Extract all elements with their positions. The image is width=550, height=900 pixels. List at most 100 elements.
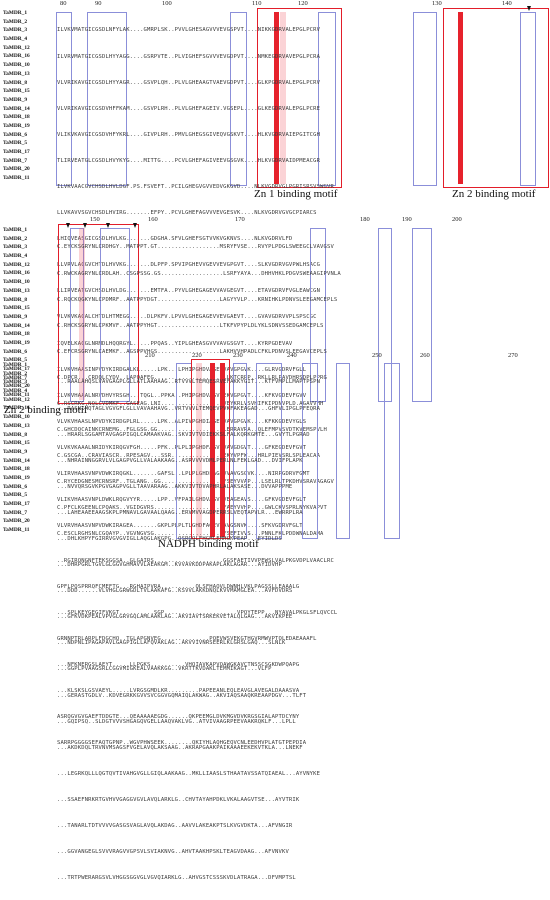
conserved-column — [458, 12, 463, 184]
ruler-tick: 120 — [298, 0, 308, 7]
seq-name: TaMDR_5 — [3, 140, 28, 147]
seq-name: TaMDR_16 — [3, 405, 30, 412]
conservation-box — [520, 12, 536, 186]
position-ruler-3: 210 220 230 240 250 260 270 — [0, 352, 550, 362]
seq-row: C.RQCKQGKYNLCPDMRF..AATPPYDGT...........… — [57, 296, 338, 303]
seq-name: TaMDR_13 — [3, 422, 30, 429]
conservation-box — [384, 363, 400, 539]
position-ruler-1: 80 90 100 110 120 130 140 — [0, 0, 550, 10]
conserved-column — [220, 363, 225, 537]
seq-row: ILVKVHAAALNRVDHVYRSGH...TQGL..PPKA..PHIP… — [57, 392, 307, 399]
seq-row: VLVRVHAASVNPVDWKIRAGEA.......GKPLPLPLTLG… — [57, 523, 303, 530]
ruler-tick: 190 — [402, 216, 412, 223]
seq-name: TaMDR_20 — [3, 518, 30, 525]
seq-row: VLVKVKACALCHTDLHTMEGG.....DLPKFV.LPVVLGH… — [57, 314, 317, 321]
seq-name: TaMDR_14 — [3, 105, 30, 112]
seq-name: TaMDR_8 — [3, 296, 28, 303]
seq-name: TaMDR_18 — [3, 466, 30, 473]
seq-row: LLVKAVVSGVCHSDLHVIRG.......EFPY..PCVLGHE… — [57, 210, 317, 217]
seq-name: TaMDR_17 — [3, 149, 30, 155]
marker-triangle — [83, 223, 87, 228]
ruler-tick: 240 — [287, 352, 297, 359]
seq-name: TaMDR_7 — [3, 157, 28, 164]
seq-row: VLVRIKAVGICGSDLHYYAGR....GSVPLQH..PLVLGH… — [57, 79, 321, 86]
seq-name: TaMDR_11 — [3, 527, 30, 534]
seq-row: VLVKVKAAALNRIDYKIRQGVFGH.....PFK..PLPLIP… — [57, 444, 307, 451]
seq-row: ...DDD......VLVHGLGRWGDLTVLAAKAFG..KSVVL… — [57, 588, 293, 595]
seq-row: ...HRARLSGGAMTAVGAGPIGQLCAMAAKVAG..SKVIV… — [57, 431, 310, 438]
seq-name: TaMDR_11 — [3, 392, 30, 399]
conservation-box — [230, 12, 247, 186]
seq-row: C.RSCRKG.NQLCVDMKF..GASEAG.LNI..........… — [57, 400, 324, 407]
sequence-names-3: TaMDR_1 TaMDR_2 TaMDR_3 TaMDR_4 TaMDR_12… — [3, 361, 30, 535]
seq-name: TaMDR_1 — [3, 10, 28, 16]
seq-row: VLIKVKAVGICGSDVHFYKRL....GIVPLRH..PMVLGH… — [57, 131, 321, 138]
ruler-tick: 110 — [252, 0, 262, 7]
position-ruler-2: 150 160 170 180 190 200 — [0, 216, 550, 226]
conserved-column — [274, 12, 279, 184]
seq-row: ...AKDKDQLTRVNVMSAGSFVGELAVQLAKSAAG..AKR… — [57, 744, 303, 751]
seq-name: TaMDR_9 — [3, 96, 28, 103]
zn2-motif-box-b — [58, 224, 139, 404]
seq-name: TaMDR_10 — [3, 279, 30, 286]
zn2-motif-box-a — [443, 8, 549, 188]
seq-row: ...DHRPGRLTGVLGLGGVGHMAVVLAEAKGM..KVVAVK… — [57, 562, 282, 569]
seq-name: TaMDR_8 — [3, 431, 28, 438]
seq-name: TaMDR_16 — [3, 53, 30, 60]
seq-row: C.GSCGA..CRAVIASCR..RPESAGV...SSR.......… — [57, 453, 321, 460]
conservation-box — [413, 12, 437, 186]
seq-row: C.EFCRSGRYNLCAEMKF..AGSPPVHGS...........… — [57, 348, 327, 355]
seq-name: TaMDR_10 — [3, 62, 30, 69]
similar-column — [280, 12, 286, 184]
ruler-tick: 200 — [452, 216, 462, 223]
seq-row: LLVRVLACGVCHTDLHVVKG.......DLPFP.SPVIPGH… — [57, 262, 321, 269]
seq-name: TaMDR_17 — [3, 366, 30, 372]
seq-name: TaMDR_17 — [3, 501, 30, 507]
seq-row: ...RASNIHQTAGLVGVGFLGLLVAVAAHAVG..VRTVVV… — [57, 405, 321, 412]
ruler-tick: 210 — [145, 352, 155, 359]
seq-name: TaMDR_3 — [3, 379, 28, 386]
ruler-tick: 220 — [192, 352, 202, 359]
alignment-block-3: 210 220 230 240 250 260 270 TaMDR_1 TaMD… — [0, 352, 550, 881]
zn2-motif-label-cont: Zn 2 binding motif — [4, 404, 88, 416]
ruler-tick: 100 — [162, 0, 172, 7]
seq-name: TaMDR_4 — [3, 36, 28, 43]
seq-row: IQVELKACGLNRMDLHQQRGYL.....PPQAS..YIPLGH… — [57, 340, 293, 347]
marker-triangle — [527, 6, 531, 11]
ruler-tick: 80 — [60, 0, 67, 7]
conservation-box — [233, 363, 247, 539]
seq-row: C.RHCKSGRYNLCPKMVF..AATPPYHGT...........… — [57, 322, 324, 329]
seq-name: TaMDR_19 — [3, 339, 30, 346]
conservation-box — [318, 12, 336, 186]
seq-row: ...GQIPSQ..SLDGTVVVSHGAGQVGELLAAQVAKLVG.… — [57, 718, 296, 725]
seq-row: ...LEGRKQLLLQGTQVTIVAHGVGLLGIQLAAKAAG..M… — [57, 770, 321, 777]
seq-row: LLIRVEATGVCHSDLHVLDG.......EMTFA..PYVLGH… — [57, 288, 321, 295]
seq-row: ...RAALAHQSLVAVGAGPLGLLATLAAHAAG..RTVVVL… — [57, 379, 321, 386]
seq-row: TLIRVEATGLCGSDLHVYKYG....MITTG....PCVLGH… — [57, 157, 321, 164]
seq-row: ...NHRAINNGGRVLVLGAGPVGLLVALAAKAAG..ASRV… — [57, 457, 303, 464]
conservation-box — [100, 228, 130, 402]
seq-row: ...GERASTGDLV..KDVEGRKKGVVSVCGGVGQMAIQLA… — [57, 692, 307, 699]
ruler-tick: 270 — [508, 352, 518, 359]
seq-name: TaMDR_6 — [3, 348, 28, 355]
conservation-box — [336, 363, 350, 539]
conservation-box — [412, 228, 432, 402]
seq-row: ...GFKVDKPEALVPVGLGRVGQLAMLAAKLAG..AKVIA… — [57, 614, 293, 621]
ruler-tick: 160 — [148, 216, 158, 223]
seq-row: ...NVVQRSGVKPGVGAGPVGLLTAAVARAAG..AKKVIV… — [57, 483, 293, 490]
seq-name: TaMDR_2 — [3, 370, 28, 377]
seq-name: TaMDR_1 — [3, 362, 28, 368]
seq-name: TaMDR_12 — [3, 396, 30, 403]
seq-name: TaMDR_4 — [3, 388, 28, 395]
sequence-names-1: TaMDR_1 TaMDR_2 TaMDR_3 TaMDR_4 TaMDR_12… — [3, 9, 30, 183]
seq-name: TaMDR_11 — [3, 175, 30, 182]
conserved-column — [210, 363, 215, 537]
zn1-motif-label: Zn 1 binding motif — [254, 188, 338, 200]
seq-name: TaMDR_18 — [3, 331, 30, 338]
seq-row: VLIKVHAASVNPLDWKLRQGVYYR.....LPP..VFPAIL… — [57, 497, 307, 504]
seq-row: ...SSAEFNRKRTGVHVVGAGGVGVLAVQLARKLG..CHV… — [57, 796, 300, 803]
seq-name: TaMDR_18 — [3, 114, 30, 121]
seq-row: ...GGPLPVAAGSRLCGGVMIGKEALVAAKKGG..VKRTT… — [57, 666, 272, 673]
seq-name: TaMDR_15 — [3, 440, 30, 447]
sequence-names-2: TaMDR_1 TaMDR_2 TaMDR_3 TaMDR_4 TaMDR_12… — [3, 226, 30, 400]
